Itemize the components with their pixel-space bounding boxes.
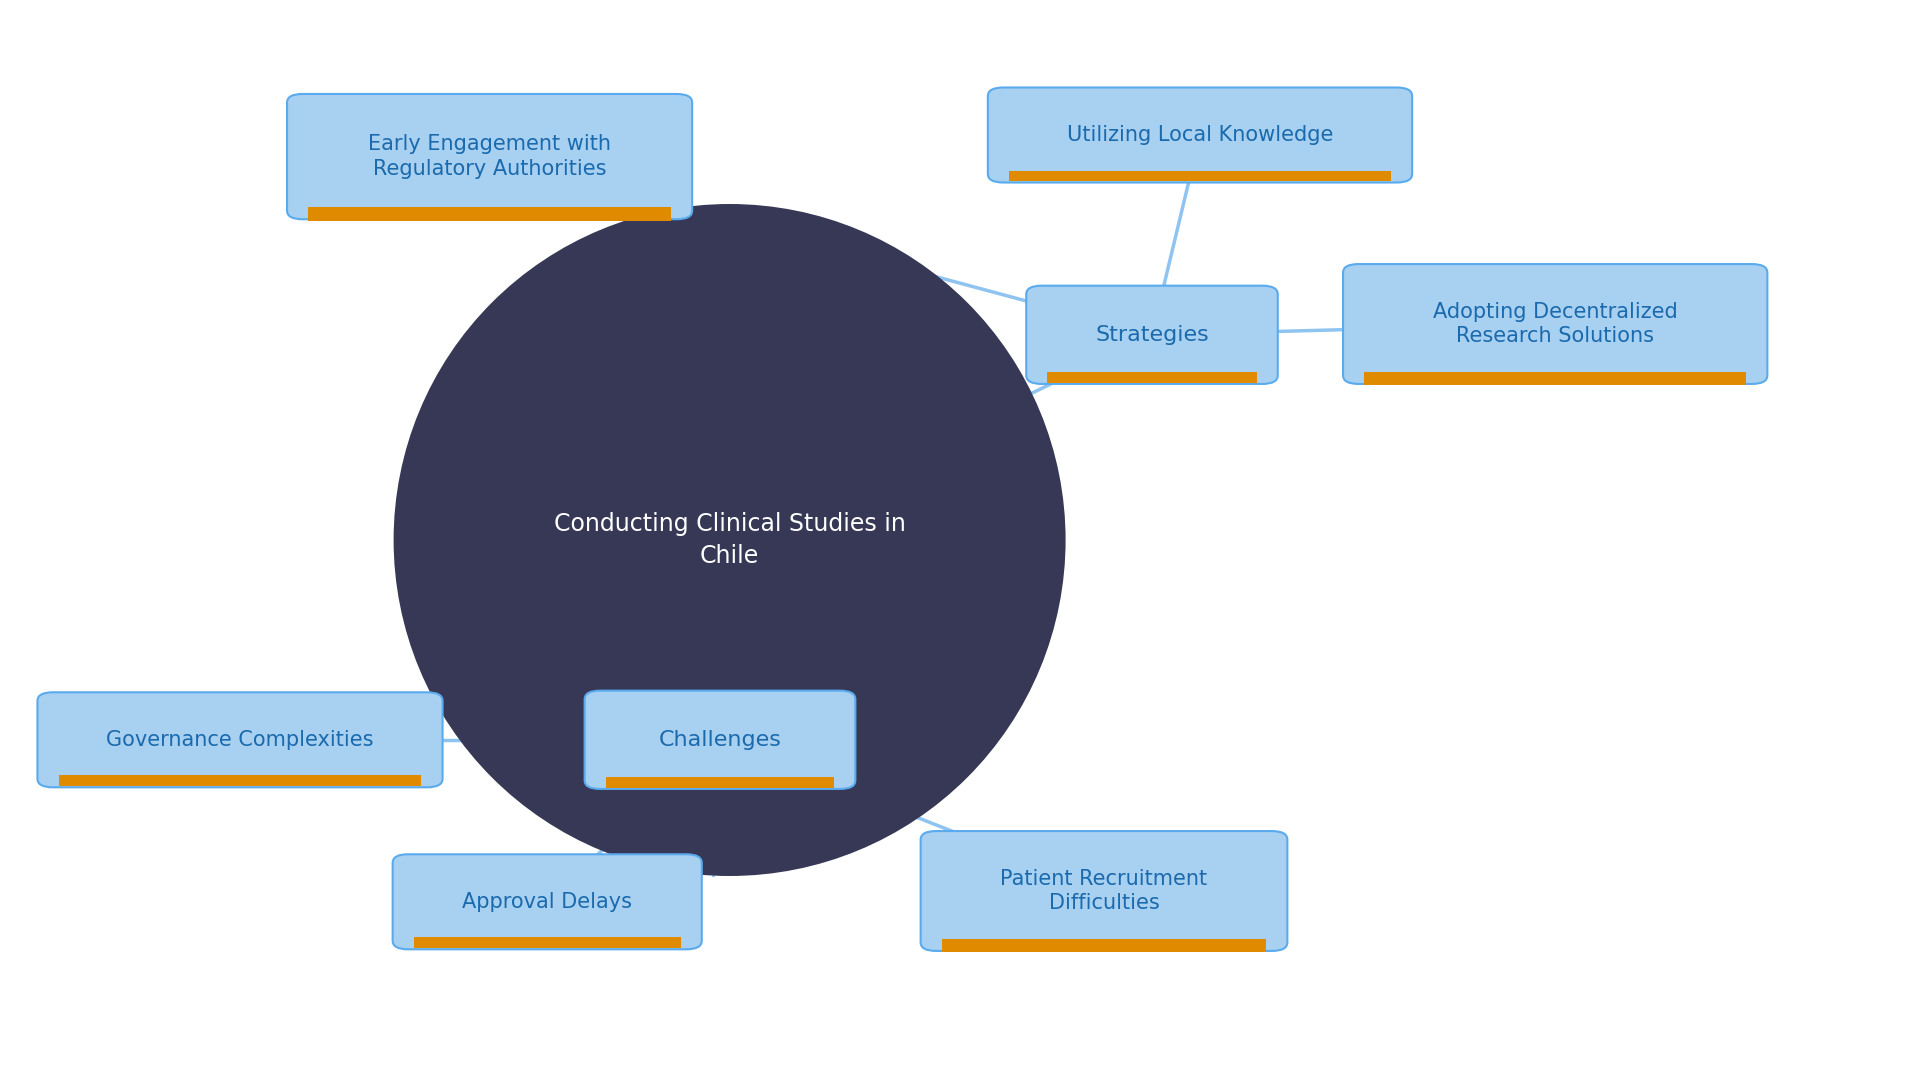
Bar — [413, 937, 680, 947]
Text: Utilizing Local Knowledge: Utilizing Local Knowledge — [1068, 125, 1332, 145]
Bar — [607, 778, 833, 787]
Bar — [1363, 372, 1747, 386]
Ellipse shape — [394, 204, 1066, 876]
Text: Approval Delays: Approval Delays — [463, 892, 632, 912]
Text: Strategies: Strategies — [1094, 325, 1210, 345]
Text: Conducting Clinical Studies in
Chile: Conducting Clinical Studies in Chile — [553, 512, 906, 568]
Bar — [1010, 171, 1390, 180]
Bar — [58, 775, 422, 785]
Bar — [1048, 372, 1256, 382]
Bar — [307, 207, 672, 221]
FancyBboxPatch shape — [584, 691, 856, 788]
Bar — [941, 939, 1267, 953]
FancyBboxPatch shape — [920, 832, 1286, 950]
FancyBboxPatch shape — [392, 854, 701, 949]
Text: Governance Complexities: Governance Complexities — [106, 730, 374, 750]
Text: Challenges: Challenges — [659, 730, 781, 750]
FancyBboxPatch shape — [1344, 265, 1766, 384]
Text: Adopting Decentralized
Research Solutions: Adopting Decentralized Research Solution… — [1432, 301, 1678, 347]
FancyBboxPatch shape — [1025, 286, 1279, 384]
FancyBboxPatch shape — [987, 87, 1411, 183]
FancyBboxPatch shape — [286, 94, 693, 219]
Text: Patient Recruitment
Difficulties: Patient Recruitment Difficulties — [1000, 868, 1208, 914]
Text: Early Engagement with
Regulatory Authorities: Early Engagement with Regulatory Authori… — [369, 134, 611, 179]
FancyBboxPatch shape — [36, 692, 442, 787]
